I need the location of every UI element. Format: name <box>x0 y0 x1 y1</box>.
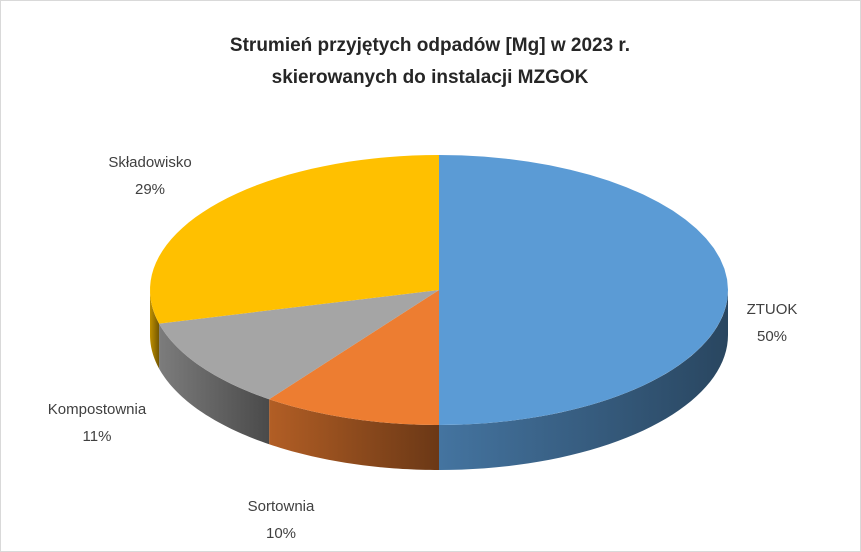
chart-title: skierowanych do instalacji MZGOK <box>272 67 589 88</box>
data-label-value: 10% <box>266 525 296 542</box>
slice-side <box>439 290 728 470</box>
data-label-value: 29% <box>135 181 165 198</box>
data-label-name: Sortownia <box>248 498 315 515</box>
data-label-name: ZTUOK <box>747 301 798 318</box>
slice <box>150 155 439 324</box>
slice <box>159 290 439 400</box>
slice-side <box>269 399 439 470</box>
slice <box>439 155 728 425</box>
data-label-name: Składowisko <box>108 154 191 171</box>
data-label-value: 11% <box>83 428 112 445</box>
slice-side <box>159 323 270 445</box>
slice <box>269 290 439 425</box>
data-label-name: Kompostownia <box>48 401 147 418</box>
slice-side <box>150 290 160 369</box>
data-label-value: 50% <box>757 328 787 345</box>
chart-title: Strumień przyjętych odpadów [Mg] w 2023 … <box>230 35 630 56</box>
